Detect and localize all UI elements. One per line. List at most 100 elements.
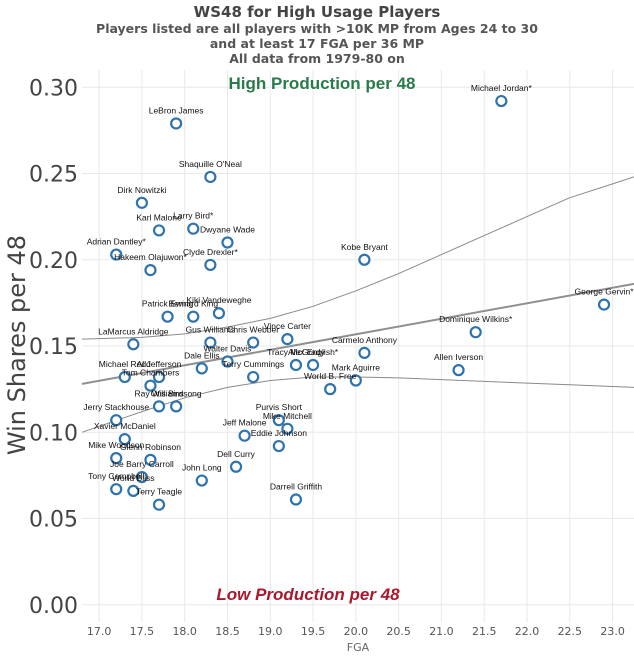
data-point-label: Ray Williams	[134, 388, 183, 398]
x-tick-label: 20.0	[344, 625, 369, 638]
data-point	[127, 484, 140, 497]
data-point-label: World Bliss	[112, 473, 154, 483]
x-tick-label: 19.0	[258, 625, 283, 638]
data-point	[247, 336, 260, 349]
data-point	[152, 498, 166, 511]
data-point-label: Carmelo Anthony	[332, 335, 398, 345]
data-point	[452, 364, 465, 377]
data-point-label: Shaquille O'Neal	[179, 159, 242, 169]
data-point-label: LeBron James	[149, 105, 204, 115]
x-tick-label: 17.0	[87, 625, 112, 638]
point-labels: Michael Jordan* LeBron James Shaquille O'N…	[83, 83, 634, 497]
data-point	[272, 414, 285, 427]
data-point-label: Mark Aguirre	[332, 363, 380, 373]
data-point	[281, 422, 294, 435]
data-point-label: Terry Teagle	[136, 487, 182, 497]
data-point	[221, 355, 234, 368]
data-point	[195, 474, 208, 487]
data-point	[152, 400, 166, 413]
data-point-label: Joe Barry Carroll	[110, 459, 174, 469]
data-point	[110, 248, 123, 261]
data-point	[118, 370, 131, 384]
chart-subtitle-line-3: All data from 1979-80 on	[229, 51, 405, 66]
data-point	[358, 346, 371, 359]
confidence-band-upper	[81, 176, 634, 340]
data-point	[170, 117, 183, 130]
y-tick-label: 0.10	[29, 421, 78, 446]
x-tick-label: 20.5	[386, 625, 411, 638]
data-point	[110, 414, 123, 427]
x-tick-label: 19.5	[301, 625, 326, 638]
x-tick-label: 22.0	[515, 625, 540, 638]
data-point-label: Mike Mitchell	[263, 411, 312, 421]
data-point-label: Alex English*	[288, 347, 339, 357]
annotation-low-production: Low Production per 48	[216, 585, 400, 604]
data-point	[229, 460, 243, 473]
data-point-label: Tony Campbell	[88, 471, 144, 481]
trend-lines	[81, 176, 634, 433]
x-tick-label: 18.5	[215, 625, 240, 638]
data-point-label: World B. Free	[304, 371, 357, 381]
data-point-label: Allen Iverson	[434, 352, 483, 362]
chart-subtitle-line-2: and at least 17 FGA per 36 MP	[210, 36, 424, 51]
data-point	[221, 236, 234, 249]
data-point-label: Tom Chambers	[122, 368, 180, 378]
data-point-label: Chris Webber	[227, 325, 279, 335]
data-point-label: Karl Malone	[136, 212, 182, 222]
chart-title: WS48 for High Usage Players	[194, 3, 441, 21]
data-point-label: Dwyane Wade	[200, 225, 255, 235]
x-axis-ticks: 17.0 17.5 18.0 18.5 19.0 19.5 20.0 20.5 21.0 21.5…	[87, 625, 625, 638]
data-point-label: Walter Davis	[204, 344, 252, 354]
data-point-label: Dominique Wilkins*	[439, 314, 513, 324]
data-point	[306, 358, 320, 372]
x-tick-label: 18.0	[172, 625, 197, 638]
data-point	[152, 224, 166, 237]
data-point	[127, 338, 140, 351]
data-points	[110, 94, 611, 511]
data-point	[144, 379, 157, 392]
x-tick-label: 17.5	[130, 625, 155, 638]
data-point	[195, 362, 208, 375]
data-point-label: Darrell Griffith	[270, 482, 323, 492]
y-tick-label: 0.30	[29, 76, 78, 101]
data-point-label: Dale Ellis	[184, 350, 219, 360]
data-point-label: LaMarcus Aldridge	[98, 326, 169, 336]
data-point	[238, 429, 251, 442]
data-point-label: Bernard King	[168, 299, 218, 309]
data-point-label: Dirk Nowitzki	[117, 185, 166, 195]
data-point-label: Kiki Vandeweghe	[186, 295, 251, 305]
data-point	[118, 433, 131, 446]
data-point-label: Terry Cummings	[222, 359, 284, 369]
y-tick-label: 0.05	[29, 508, 78, 533]
x-tick-label: 22.5	[558, 625, 583, 638]
y-tick-label: 0.15	[29, 335, 78, 360]
data-point-label: Hakeem Olajuwon*	[114, 252, 187, 262]
data-point-label: Vince Carter	[264, 321, 311, 331]
grid-lines	[82, 70, 634, 622]
data-point-label: Otis Birdsong	[151, 388, 202, 398]
data-point-label: Tracy McGrady	[267, 347, 326, 357]
data-point	[152, 370, 166, 384]
data-point	[110, 483, 123, 496]
data-point	[110, 452, 123, 465]
data-point	[204, 170, 217, 184]
data-point	[247, 370, 260, 384]
data-point-label: Clyde Drexler*	[183, 247, 238, 257]
data-point-label: Patrick Ewing	[142, 299, 194, 309]
data-point	[204, 258, 217, 272]
data-point	[289, 493, 303, 506]
y-tick-label: 0.25	[29, 163, 78, 188]
data-point-label: John Long	[182, 463, 222, 473]
data-point	[289, 358, 303, 372]
data-point-label: Mike Woodson	[88, 440, 144, 450]
x-tick-label: 21.5	[472, 625, 497, 638]
data-point-label: Adrian Dantley*	[87, 237, 147, 247]
chart-subtitle-line-1: Players listed are all players with >10K…	[96, 21, 538, 36]
data-point-label: Jeff Malone	[223, 418, 267, 428]
data-point-label: Purvis Short	[256, 402, 303, 412]
x-tick-label: 23.0	[600, 625, 625, 638]
data-point	[187, 222, 200, 235]
y-tick-label: 0.20	[29, 249, 78, 274]
data-point	[135, 196, 149, 209]
